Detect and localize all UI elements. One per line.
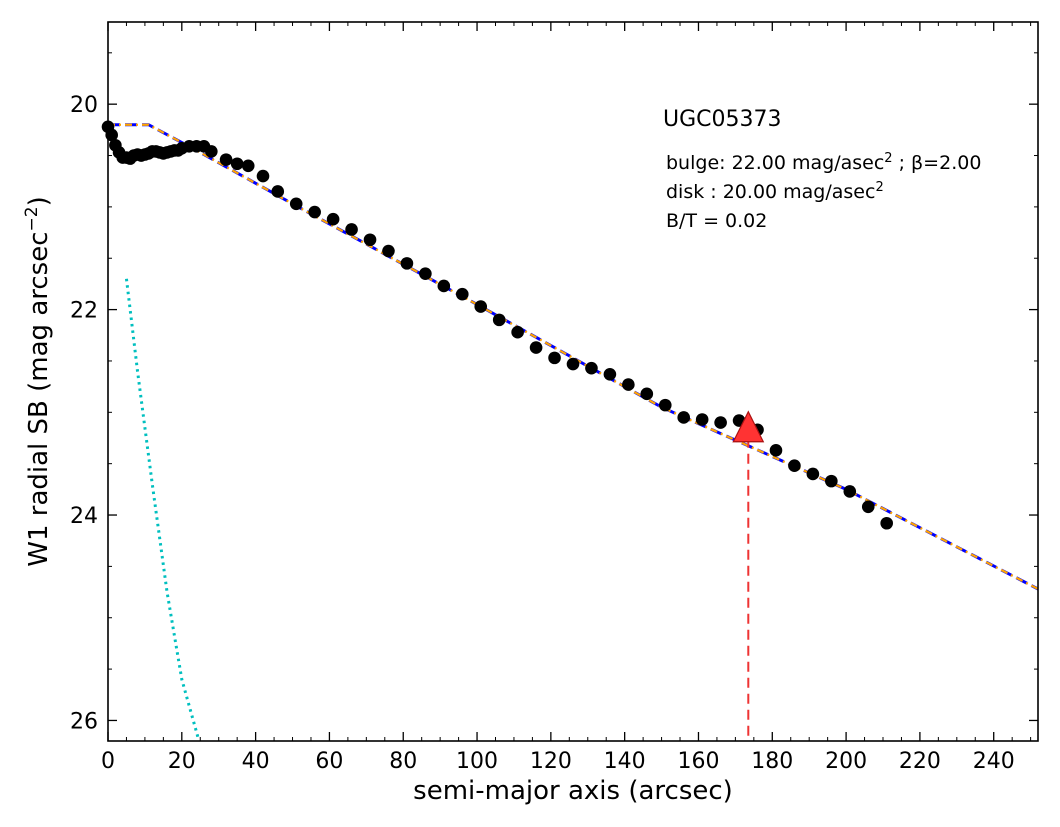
data-point xyxy=(241,159,255,173)
data-point xyxy=(455,287,469,301)
disk-model-line xyxy=(108,123,1039,590)
data-point xyxy=(714,416,727,429)
x-tick-label: 160 xyxy=(677,749,719,774)
y-axis-label-main: W1 radial SB (mag arcsec xyxy=(24,231,54,566)
y-axis-label-close: ) xyxy=(24,196,54,206)
data-point xyxy=(230,157,244,171)
data-point xyxy=(219,153,233,166)
data-point xyxy=(548,351,561,365)
data-point xyxy=(603,368,617,381)
data-point xyxy=(788,459,801,473)
y-tick-label: 24 xyxy=(70,504,98,529)
data-point xyxy=(419,267,432,280)
x-tick-label: 220 xyxy=(899,749,941,774)
bulge-beta: ; β=2.00 xyxy=(893,152,982,174)
total-model-line xyxy=(108,123,1039,591)
data-point xyxy=(400,257,414,270)
bulge-annotation: bulge: 22.00 mag/asec2 ; β=2.00 xyxy=(666,151,981,175)
x-tick-label: 240 xyxy=(973,749,1015,774)
data-point xyxy=(205,145,218,158)
data-point xyxy=(585,361,598,375)
axis-ticks xyxy=(107,22,1038,741)
data-point xyxy=(363,233,377,247)
data-points xyxy=(101,120,893,530)
x-axis-label: semi-major axis (arcsec) xyxy=(413,776,733,806)
data-point xyxy=(529,341,543,354)
data-point xyxy=(640,387,654,401)
data-point xyxy=(308,205,321,219)
data-point xyxy=(769,444,783,457)
y-tick-label: 22 xyxy=(70,299,98,324)
x-tick-label: 0 xyxy=(101,749,115,774)
y-tick-label: 26 xyxy=(70,709,98,734)
bulge-model-line xyxy=(124,278,200,740)
data-point xyxy=(861,500,875,514)
x-tick-label: 20 xyxy=(168,749,196,774)
tick-labels: 0 20 40 60 80 100 120 140 160 180 200 220 240 20 22 24 2… xyxy=(70,93,1015,774)
x-tick-label: 100 xyxy=(456,749,498,774)
marker-layer xyxy=(732,410,765,741)
x-tick-label: 120 xyxy=(530,749,572,774)
data-point xyxy=(345,223,358,236)
data-point xyxy=(271,185,285,198)
x-tick-label: 80 xyxy=(389,749,417,774)
disk-sup: 2 xyxy=(875,180,883,195)
data-point xyxy=(256,169,270,183)
galaxy-name: UGC05373 xyxy=(663,107,782,132)
disk-text: disk : 20.00 mag/asec xyxy=(666,181,875,203)
data-point xyxy=(695,413,709,426)
data-point xyxy=(326,212,340,226)
data-point xyxy=(843,485,857,498)
x-tick-label: 200 xyxy=(825,749,867,774)
bt-annotation: B/T = 0.02 xyxy=(666,210,767,232)
x-tick-label: 40 xyxy=(242,749,270,774)
data-point xyxy=(806,467,820,481)
bulge-sup: 2 xyxy=(884,151,892,166)
model-lines xyxy=(108,123,1039,740)
data-point xyxy=(566,357,580,371)
x-tick-label: 180 xyxy=(751,749,793,774)
data-point xyxy=(622,378,635,391)
plot-frame xyxy=(107,21,1039,742)
data-point xyxy=(437,279,451,293)
bulge-text: bulge: 22.00 mag/asec xyxy=(666,152,884,174)
y-axis-label-sup: −2 xyxy=(22,206,42,231)
data-point xyxy=(825,474,838,488)
data-point xyxy=(677,411,691,424)
data-point xyxy=(492,313,506,327)
data-point xyxy=(382,244,395,258)
marker-triangle xyxy=(732,410,765,443)
data-point xyxy=(511,325,524,339)
data-point xyxy=(474,300,488,313)
y-tick-label: 20 xyxy=(70,93,98,118)
data-point xyxy=(658,398,672,412)
x-tick-label: 60 xyxy=(315,749,343,774)
disk-annotation: disk : 20.00 mag/asec2 xyxy=(666,180,884,204)
data-point xyxy=(880,516,893,530)
x-tick-label: 140 xyxy=(604,749,646,774)
y-axis-label: W1 radial SB (mag arcsec−2) xyxy=(22,196,54,566)
data-point xyxy=(289,197,303,211)
